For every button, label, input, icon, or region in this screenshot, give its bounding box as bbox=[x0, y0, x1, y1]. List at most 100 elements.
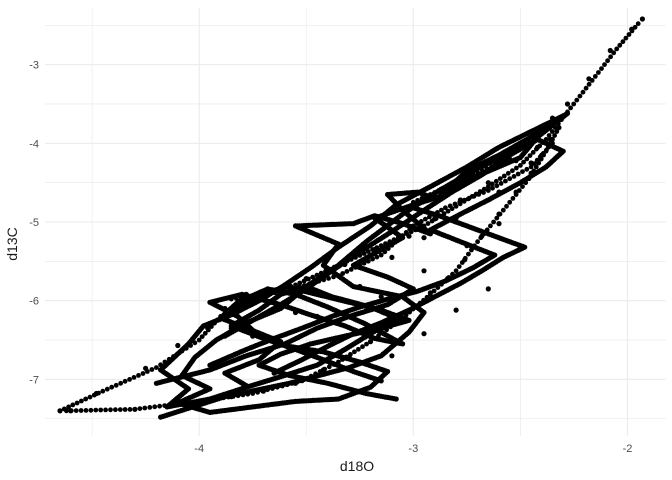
data-point bbox=[357, 253, 363, 258]
data-point bbox=[503, 178, 508, 184]
data-point bbox=[306, 281, 312, 287]
data-point bbox=[172, 402, 177, 407]
data-point bbox=[620, 39, 626, 45]
data-point bbox=[452, 201, 458, 207]
data-point bbox=[356, 346, 361, 352]
data-point bbox=[113, 382, 119, 388]
data-point bbox=[357, 283, 363, 290]
data-point bbox=[471, 193, 477, 199]
data-point bbox=[154, 365, 159, 370]
data-point bbox=[310, 274, 316, 280]
data-point bbox=[248, 293, 254, 299]
data-point bbox=[428, 292, 433, 297]
data-point bbox=[555, 121, 561, 127]
data-point bbox=[255, 389, 260, 395]
data-point bbox=[435, 285, 441, 290]
data-point bbox=[57, 408, 63, 414]
data-point bbox=[635, 21, 641, 27]
data-point bbox=[396, 318, 401, 324]
data-point bbox=[258, 292, 263, 298]
x-tick-label: -4 bbox=[194, 443, 204, 455]
data-point bbox=[429, 218, 435, 224]
data-point bbox=[514, 165, 519, 171]
data-point bbox=[396, 236, 402, 242]
data-point bbox=[265, 387, 270, 393]
data-point bbox=[524, 166, 530, 172]
data-point bbox=[549, 129, 555, 134]
data-point bbox=[336, 359, 341, 365]
data-point bbox=[562, 113, 567, 119]
data-point bbox=[357, 262, 363, 268]
data-point bbox=[340, 260, 346, 266]
data-point bbox=[340, 271, 346, 276]
data-point bbox=[221, 395, 226, 401]
data-point bbox=[68, 408, 74, 414]
data-point bbox=[206, 397, 212, 403]
data-point bbox=[543, 137, 549, 142]
data-point bbox=[199, 334, 205, 339]
data-point bbox=[421, 331, 427, 337]
data-point bbox=[370, 256, 375, 262]
data-point bbox=[152, 404, 158, 410]
data-point bbox=[304, 376, 309, 381]
data-point bbox=[109, 384, 115, 390]
data-point bbox=[389, 242, 395, 248]
data-point bbox=[79, 398, 84, 404]
data-point bbox=[104, 386, 110, 392]
data-point bbox=[456, 264, 462, 269]
data-point bbox=[370, 247, 375, 252]
data-point bbox=[437, 213, 443, 219]
data-point bbox=[481, 190, 486, 195]
data-point bbox=[435, 210, 440, 215]
data-point bbox=[453, 180, 459, 186]
data-point bbox=[228, 325, 234, 331]
data-point bbox=[277, 289, 283, 295]
data-point bbox=[314, 272, 320, 278]
data-point bbox=[387, 239, 393, 245]
data-point bbox=[497, 211, 503, 217]
data-point bbox=[602, 62, 607, 67]
data-point bbox=[442, 278, 448, 284]
data-point bbox=[432, 190, 438, 195]
data-point bbox=[282, 288, 288, 294]
data-point bbox=[510, 168, 515, 174]
data-point bbox=[414, 303, 419, 309]
data-point bbox=[445, 208, 451, 214]
data-point bbox=[466, 174, 472, 180]
data-point bbox=[374, 254, 380, 260]
data-point bbox=[389, 254, 395, 260]
x-tick-label: -3 bbox=[408, 443, 418, 455]
data-point bbox=[308, 373, 314, 379]
data-point bbox=[485, 184, 491, 190]
data-point bbox=[179, 348, 185, 354]
data-point bbox=[614, 46, 620, 52]
data-point bbox=[583, 85, 589, 91]
data-point bbox=[534, 134, 541, 140]
data-point bbox=[464, 243, 470, 249]
data-point bbox=[529, 172, 534, 178]
data-point bbox=[470, 172, 476, 178]
data-point bbox=[400, 315, 405, 321]
data-point bbox=[421, 235, 427, 241]
y-tick-label: -7 bbox=[29, 374, 39, 386]
data-point bbox=[568, 105, 573, 111]
data-point bbox=[188, 343, 194, 348]
data-point bbox=[299, 378, 305, 384]
data-point bbox=[510, 196, 516, 201]
data-point bbox=[284, 382, 290, 388]
data-point bbox=[230, 306, 236, 312]
data-point bbox=[472, 243, 477, 249]
data-point bbox=[206, 327, 211, 333]
data-point bbox=[424, 294, 430, 300]
data-point bbox=[301, 283, 307, 288]
x-tick-label: -2 bbox=[623, 443, 633, 455]
data-point bbox=[552, 125, 558, 130]
data-point bbox=[100, 388, 106, 394]
data-point bbox=[534, 157, 540, 163]
data-point bbox=[292, 286, 297, 291]
data-point bbox=[547, 144, 552, 150]
data-point bbox=[348, 257, 354, 262]
data-point bbox=[348, 352, 353, 357]
data-point bbox=[352, 349, 357, 355]
data-point bbox=[157, 403, 163, 409]
